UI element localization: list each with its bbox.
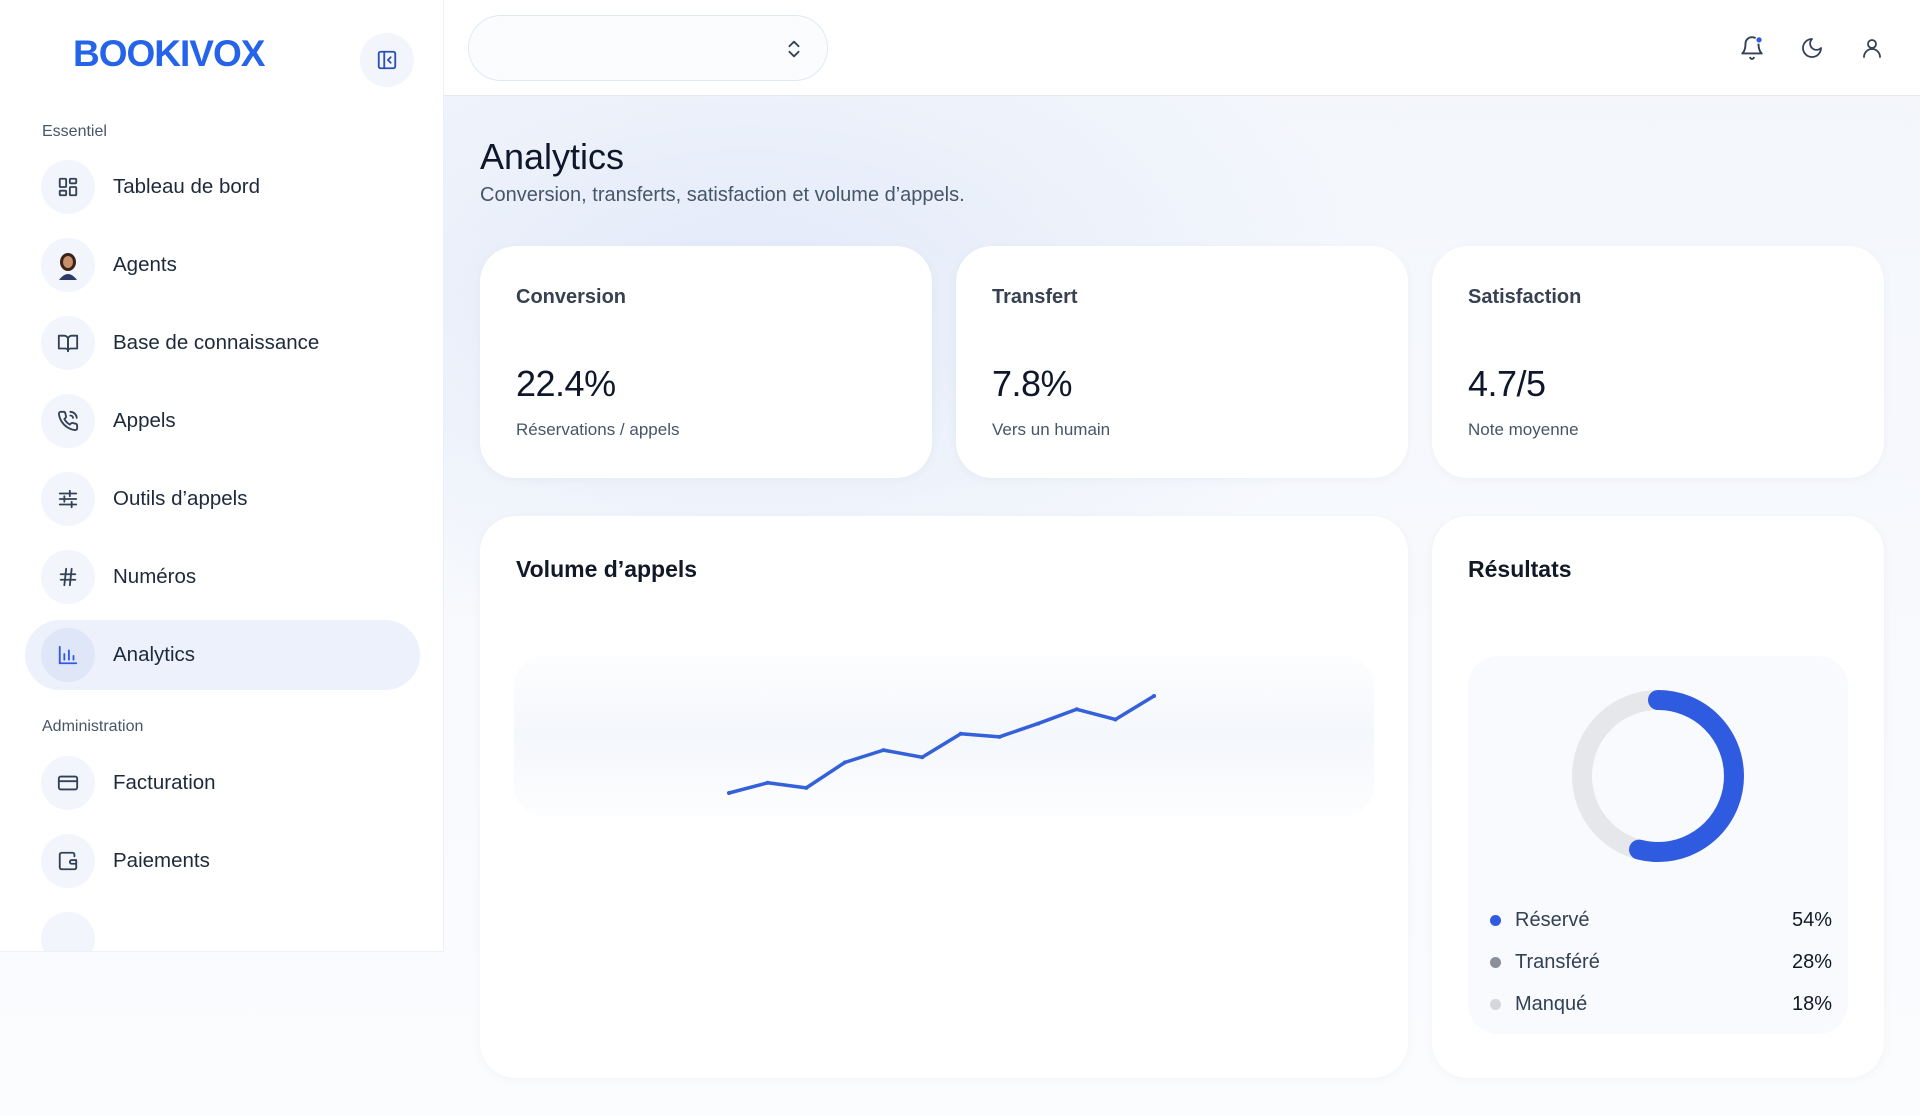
section-label-administration: Administration [42, 718, 144, 735]
bar-chart-icon [41, 628, 95, 682]
sidebar-item-label: Appels [113, 409, 176, 432]
sidebar-item-numbers[interactable]: Numéros [25, 542, 420, 612]
legend-item-missed: Manqué 18% [1490, 990, 1832, 1018]
data-point [804, 785, 809, 790]
series-line [727, 694, 1156, 795]
data-point [727, 791, 731, 795]
collapse-sidebar-button[interactable] [360, 33, 414, 87]
stat-value: 4.7/5 [1468, 363, 1546, 404]
call-volume-card: Volume d’appels [480, 516, 1408, 1078]
legend-label: Transféré [1515, 950, 1600, 973]
chart-title: Volume d’appels [516, 556, 698, 582]
data-point [1074, 707, 1079, 712]
stat-caption: Note moyenne [1468, 420, 1579, 439]
sidebar-item-label: Tableau de bord [113, 175, 261, 198]
sliders-icon [41, 472, 95, 526]
stat-label: Satisfaction [1468, 286, 1582, 308]
sidebar-item-analytics[interactable]: Analytics [25, 620, 420, 690]
section-label-essentiel: Essentiel [42, 123, 107, 140]
legend-item-reserved: Réservé 54% [1490, 906, 1832, 934]
results-title: Résultats [1468, 556, 1572, 582]
user-icon [1863, 39, 1881, 58]
sidebar-item-dashboard[interactable]: Tableau de bord [25, 152, 420, 222]
user-menu-button[interactable] [1854, 30, 1890, 66]
credit-card-icon [41, 756, 95, 810]
sidebar-item-label: Analytics [113, 643, 196, 666]
moon-icon [1802, 38, 1822, 58]
main-content: Analytics Conversion, transferts, satisf… [444, 96, 1920, 1116]
bell-icon [1741, 35, 1763, 60]
data-point [1113, 717, 1118, 722]
legend-percent: 54% [1791, 908, 1832, 931]
data-point [842, 760, 847, 765]
brand-logo[interactable]: BOOKIVOX [73, 33, 265, 74]
sidebar-item-label: Numéros [113, 565, 197, 588]
stat-label: Conversion [516, 286, 627, 308]
data-point [881, 748, 886, 753]
sidebar-collapse-icon [377, 50, 397, 70]
topbar [444, 0, 1920, 96]
hash-icon [41, 550, 95, 604]
stat-card-transfer: Transfert 7.8% Vers un humain [956, 246, 1408, 478]
notifications-button[interactable] [1734, 30, 1770, 66]
results-card: Résultats Réservé 54% Transféré 28% Manq… [1432, 516, 1884, 1078]
legend-percent: 28% [1791, 950, 1832, 973]
workspace-selector[interactable] [468, 15, 828, 81]
data-point [1036, 721, 1041, 726]
stat-caption: Vers un humain [992, 420, 1111, 439]
data-point [1152, 694, 1156, 698]
sidebar-item-label: Base de connaissance [113, 331, 320, 354]
dashboard-grid-icon [41, 160, 95, 214]
wallet-icon [41, 834, 95, 888]
sidebar-item-payments[interactable]: Paiements [25, 826, 420, 896]
stat-caption: Réservations / appels [516, 420, 680, 439]
page-subtitle: Conversion, transferts, satisfaction et … [480, 184, 965, 206]
stat-card-satisfaction: Satisfaction 4.7/5 Note moyenne [1432, 246, 1884, 478]
stat-value: 7.8% [992, 363, 1073, 404]
book-open-icon [41, 316, 95, 370]
chart-area [514, 656, 1374, 816]
call-volume-line-chart [727, 694, 1156, 795]
sidebar-item-call-tools[interactable]: Outils d’appels [25, 464, 420, 534]
data-point [997, 734, 1002, 739]
stat-card-conversion: Conversion 22.4% Réservations / appels [480, 246, 932, 478]
stat-label: Transfert [992, 286, 1078, 308]
sidebar-item-knowledge-base[interactable]: Base de connaissance [25, 308, 420, 378]
sidebar-item-partial[interactable] [41, 912, 95, 951]
sidebar-item-label: Agents [113, 253, 177, 276]
phone-call-icon [41, 394, 95, 448]
sidebar-item-calls[interactable]: Appels [25, 386, 420, 456]
legend-item-transferred: Transféré 28% [1490, 948, 1832, 976]
legend-label: Réservé [1515, 908, 1590, 931]
legend-dot [1490, 914, 1501, 926]
legend-dot [1490, 956, 1501, 968]
legend-percent: 18% [1791, 992, 1832, 1015]
sidebar-item-label: Outils d’appels [113, 487, 248, 510]
data-point [765, 780, 770, 785]
data-point [920, 755, 925, 760]
theme-toggle-button[interactable] [1794, 30, 1830, 66]
sidebar-item-label: Paiements [113, 849, 210, 872]
chevron-updown-icon [788, 40, 800, 58]
legend-label: Manqué [1515, 992, 1588, 1015]
sidebar-item-agents[interactable]: Agents [25, 230, 420, 300]
sidebar-item-label: Facturation [113, 771, 216, 794]
results-donut-chart [1572, 690, 1744, 862]
agent-avatar [41, 238, 95, 292]
sidebar: BOOKIVOX Essentiel Tableau de bord Agent… [0, 0, 444, 952]
donut-slice-reserved [1572, 690, 1744, 862]
results-panel: Réservé 54% Transféré 28% Manqué 18% [1468, 656, 1848, 1034]
legend-dot [1490, 998, 1501, 1010]
page-title: Analytics [480, 136, 625, 177]
sidebar-item-billing[interactable]: Facturation [25, 748, 420, 818]
data-point [958, 731, 963, 736]
stat-value: 22.4% [516, 363, 616, 404]
